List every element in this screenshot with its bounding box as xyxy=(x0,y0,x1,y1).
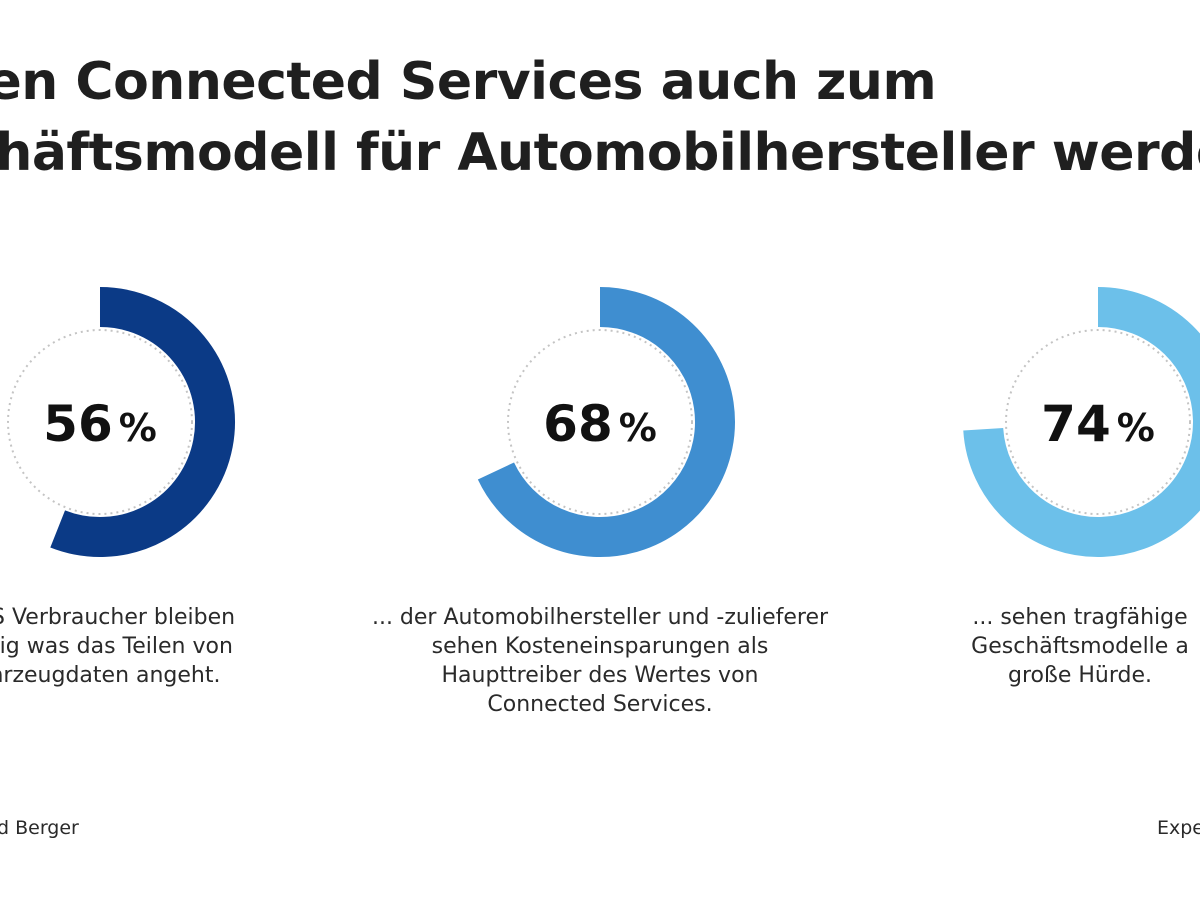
source-footer: d Berger xyxy=(0,817,79,839)
donut-caption-2-line-4: Connected Services. xyxy=(487,692,713,717)
donut-caption-3-line-1: ... sehen tragfähige xyxy=(972,605,1188,630)
donut-track-1 xyxy=(7,329,193,515)
donut-caption-1-line-1: US Verbraucher bleiben xyxy=(0,605,236,630)
donut-caption-1-line-3: hrzeugdaten angeht. xyxy=(0,663,221,688)
donut-caption-2-line-3: Haupttreiber des Wertes von xyxy=(441,663,759,688)
donut-caption-3-line-2: Geschäftsmodelle a xyxy=(971,634,1189,659)
donut-caption-2-line-2: sehen Kosteneinsparungen als xyxy=(431,634,769,659)
chart-title-line-2: chäftsmodell für Automobilhersteller wer… xyxy=(0,123,1200,183)
donut-value-label-2: 68% xyxy=(543,395,657,453)
donut-track-2 xyxy=(507,329,693,515)
donut-value-label-1: 56% xyxy=(43,395,157,453)
donut-caption-2-line-1: ... der Automobilhersteller und -zuliefe… xyxy=(371,605,829,630)
donut-arc-1 xyxy=(50,287,235,557)
donut-value-label-3: 74% xyxy=(1041,395,1155,453)
donut-arc-2 xyxy=(477,287,735,557)
donut-track-3 xyxy=(1005,329,1191,515)
donut-caption-3-line-3: große Hürde. xyxy=(1007,663,1152,688)
donut-caption-1: US Verbraucher bleiben htig was das Teil… xyxy=(0,603,355,690)
donut-caption-2: ... der Automobilhersteller und -zuliefe… xyxy=(350,603,850,719)
donut-caption-1-line-2: htig was das Teilen von xyxy=(0,634,233,659)
donut-arc-3 xyxy=(963,287,1200,557)
chart-title-line-1: hen Connected Services auch zum xyxy=(0,52,937,112)
footer-right-text: Expe xyxy=(1157,817,1200,839)
donut-caption-3: ... sehen tragfähige Geschäftsmodelle a … xyxy=(830,603,1200,690)
